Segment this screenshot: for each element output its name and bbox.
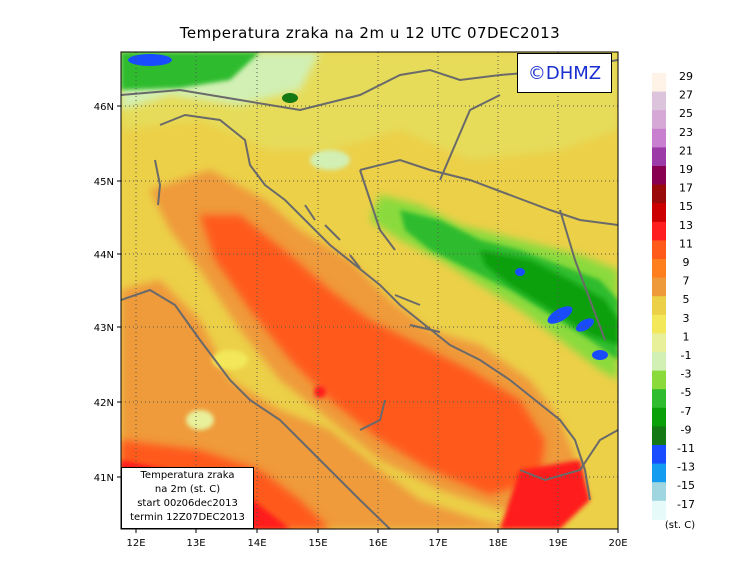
legend-swatch bbox=[652, 110, 666, 130]
legend-label: -7 bbox=[681, 405, 692, 418]
info-box: Temperatura zraka na 2m (st. C) start 00… bbox=[121, 467, 254, 529]
legend-swatch bbox=[652, 426, 666, 446]
plot-frame bbox=[120, 51, 619, 530]
legend-swatch bbox=[652, 277, 666, 297]
x-tick-18e: 18E bbox=[488, 538, 507, 549]
x-tick-20e: 20E bbox=[608, 538, 627, 549]
legend-label: 13 bbox=[679, 219, 693, 232]
lat-lon-grid bbox=[121, 52, 618, 529]
legend-swatch bbox=[652, 389, 666, 409]
legend-swatch bbox=[652, 166, 666, 185]
legend-label: 21 bbox=[679, 144, 693, 157]
legend-label: 29 bbox=[679, 70, 693, 83]
x-tick-12e: 12E bbox=[126, 538, 145, 549]
y-tick-45n: 45N bbox=[94, 177, 114, 188]
legend-swatch bbox=[652, 314, 666, 334]
legend-swatch bbox=[652, 482, 666, 502]
legend-label: 1 bbox=[683, 330, 690, 343]
coastlines bbox=[121, 59, 618, 529]
legend-swatch bbox=[652, 221, 666, 241]
legend-label: 15 bbox=[679, 200, 693, 213]
legend-swatch bbox=[652, 352, 666, 371]
legend-label: 25 bbox=[679, 107, 693, 120]
legend-swatch bbox=[652, 463, 666, 483]
y-tick-46n: 46N bbox=[94, 102, 114, 113]
tick-marks bbox=[117, 105, 619, 533]
legend-label: 3 bbox=[683, 312, 690, 325]
info-line-4: termin 12Z07DEC2013 bbox=[130, 512, 245, 523]
legend-swatch bbox=[652, 500, 666, 520]
legend-label: 19 bbox=[679, 163, 693, 176]
legend-label: 7 bbox=[683, 275, 690, 288]
y-tick-43n: 43N bbox=[94, 323, 114, 334]
legend-swatch bbox=[652, 445, 666, 464]
legend-label: 23 bbox=[679, 126, 693, 139]
x-tick-14e: 14E bbox=[247, 538, 266, 549]
legend-swatch bbox=[652, 203, 666, 223]
legend-swatch bbox=[652, 240, 666, 260]
x-tick-13e: 13E bbox=[186, 538, 205, 549]
legend-swatch bbox=[652, 73, 666, 92]
legend-swatch bbox=[652, 184, 666, 204]
legend-label: -17 bbox=[677, 498, 695, 511]
x-tick-15e: 15E bbox=[308, 538, 327, 549]
legend-label: -9 bbox=[681, 423, 692, 436]
info-line-2: na 2m (st. C) bbox=[154, 484, 221, 495]
legend-label: 5 bbox=[683, 293, 690, 306]
y-tick-41n: 41N bbox=[94, 473, 114, 484]
legend-swatch bbox=[652, 147, 666, 167]
legend-color-bar: 29 27 25 23 21 19 17 15 13 11 9 7 5 3 1 -1 -3 -5 -7 -9 -11 -1… bbox=[652, 70, 695, 520]
legend-swatch bbox=[652, 333, 666, 353]
info-line-1: Temperatura zraka bbox=[140, 470, 235, 481]
legend-swatch bbox=[652, 128, 666, 148]
legend-swatch bbox=[652, 259, 666, 278]
legend-label: -13 bbox=[677, 461, 695, 474]
legend-label: 17 bbox=[679, 182, 693, 195]
y-tick-42n: 42N bbox=[94, 398, 114, 409]
x-tick-16e: 16E bbox=[368, 538, 387, 549]
legend-label: 27 bbox=[679, 89, 693, 102]
legend-unit: (st. C) bbox=[665, 520, 695, 531]
dhmz-brand: ©DHMZ bbox=[517, 53, 612, 93]
legend-swatch bbox=[652, 370, 666, 390]
legend-swatch bbox=[652, 407, 666, 427]
legend-label: -3 bbox=[681, 368, 692, 381]
map-title: Temperatura zraka na 2m u 12 UTC 07DEC20… bbox=[179, 24, 561, 42]
info-line-3: start 00z06dec2013 bbox=[137, 498, 238, 509]
legend-swatch bbox=[652, 296, 666, 316]
legend-swatch bbox=[652, 91, 666, 111]
temperature-field bbox=[121, 52, 618, 529]
legend-label: -5 bbox=[681, 386, 692, 399]
x-tick-17e: 17E bbox=[428, 538, 447, 549]
legend-label: -1 bbox=[681, 349, 692, 362]
legend-label: -15 bbox=[677, 479, 695, 492]
x-tick-19e: 19E bbox=[548, 538, 567, 549]
legend-label: 11 bbox=[679, 237, 693, 250]
legend-label: 9 bbox=[683, 256, 690, 269]
y-tick-44n: 44N bbox=[94, 250, 114, 261]
legend-label: -11 bbox=[677, 442, 695, 455]
